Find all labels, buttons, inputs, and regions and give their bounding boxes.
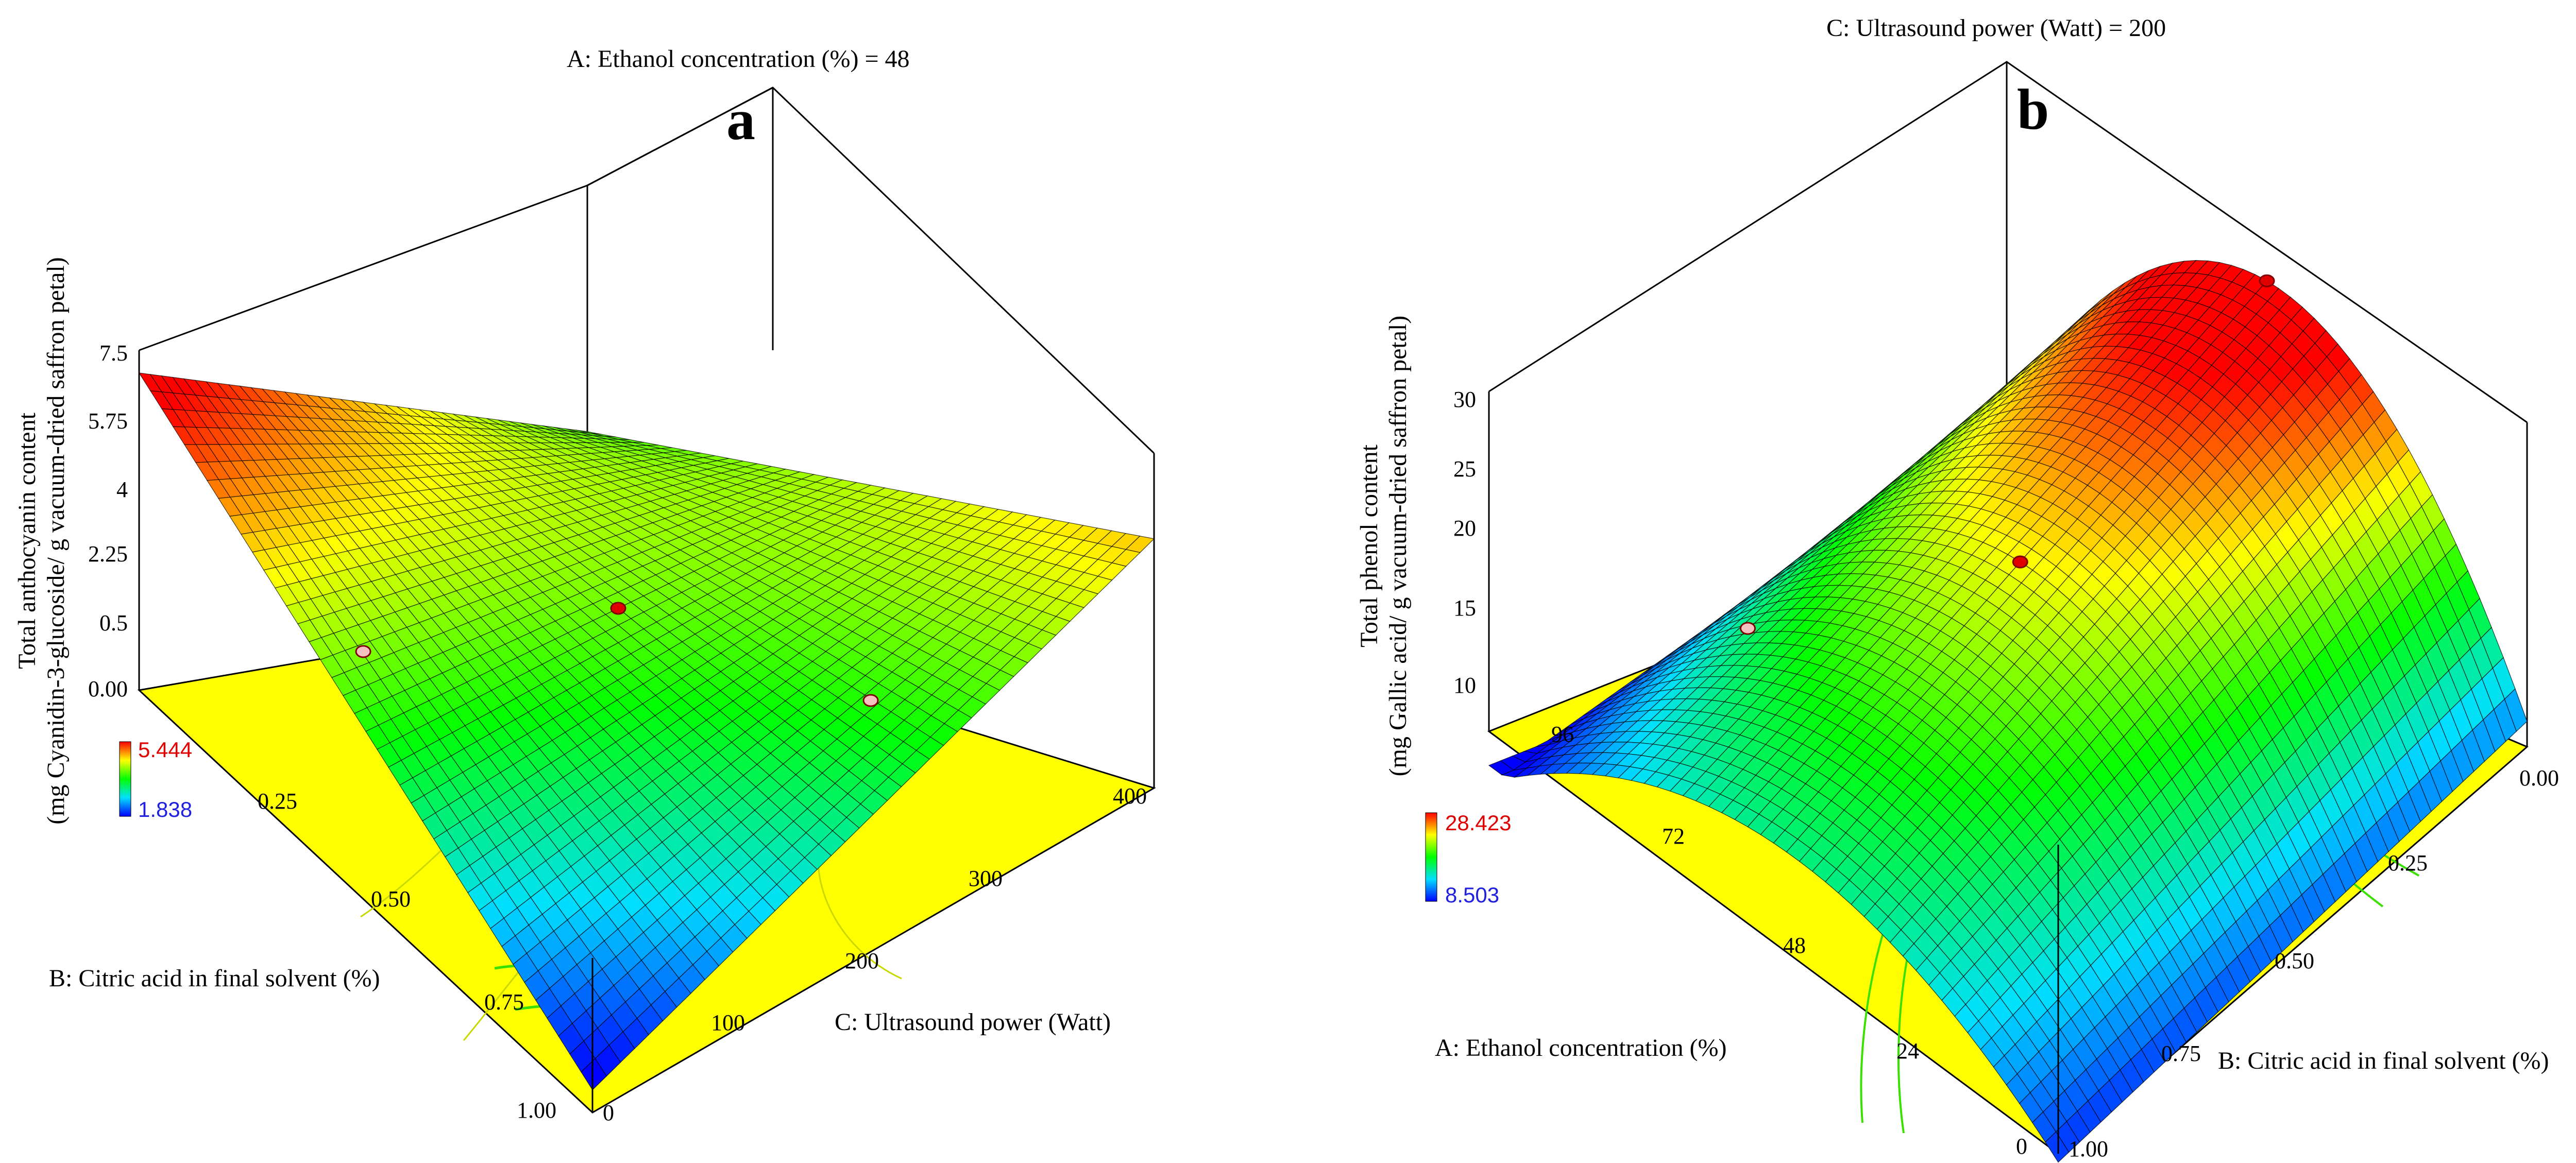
z-axis-b: 1.00 0.75 0.50 0.25 0.00 bbox=[2069, 765, 2559, 1161]
y-axis-title-a: (mg Cyanidin-3-glucoside/ g vacuum-dried… bbox=[42, 257, 70, 824]
y-tick-a: 0.00 bbox=[88, 676, 128, 702]
x-tick-b: 24 bbox=[1896, 1038, 1919, 1064]
response-surface-b bbox=[1488, 260, 2528, 1163]
y-tick-b: 20 bbox=[1453, 516, 1476, 541]
legend-colorbar-a bbox=[119, 741, 131, 817]
z-tick-b: 0.50 bbox=[2275, 948, 2314, 973]
y-tick-b: 10 bbox=[1453, 673, 1476, 698]
x-axis-title-b: A: Ethanol concentration (%) bbox=[1435, 1034, 1726, 1062]
y-axis-a: 0.00 0.5 2.25 4 5.75 7.5 bbox=[88, 340, 128, 702]
color-legend-b: 28.423 8.503 bbox=[1425, 811, 1511, 907]
z-tick-b: 0.00 bbox=[2519, 765, 2559, 791]
x-tick-b: 48 bbox=[1783, 933, 1806, 958]
y-tick-a: 0.5 bbox=[99, 610, 128, 636]
x-tick-b: 0 bbox=[2016, 1134, 2027, 1159]
x-tick-b: 72 bbox=[1662, 824, 1685, 849]
y-tick-a: 5.75 bbox=[88, 408, 128, 434]
z-tick-a: 100 bbox=[711, 1010, 745, 1035]
chart-panel-b: 10 15 20 25 30 0 24 48 72 96 1.00 0.75 0… bbox=[1311, 0, 2576, 1163]
z-axis-title-b: B: Citric acid in final solvent (%) bbox=[2218, 1047, 2549, 1074]
x-axis-title-a: B: Citric acid in final solvent (%) bbox=[49, 965, 380, 992]
surface-plot-b: 10 15 20 25 30 0 24 48 72 96 1.00 0.75 0… bbox=[1355, 14, 2559, 1163]
design-point bbox=[1740, 622, 1756, 635]
x-axis-a: 0.25 0.50 0.75 1.00 bbox=[258, 789, 556, 1123]
y-tick-a: 7.5 bbox=[99, 340, 128, 366]
y-tick-a: 4 bbox=[116, 477, 128, 502]
legend-max-a: 5.444 bbox=[138, 738, 192, 762]
surface-plot-a: 0.00 0.5 2.25 4 5.75 7.5 0.25 0.50 0.75 … bbox=[13, 45, 1156, 1125]
x-axis-b: 0 24 48 72 96 bbox=[1551, 722, 2027, 1159]
legend-min-b: 8.503 bbox=[1445, 883, 1499, 907]
z-axis-a: 0 100 200 300 400 bbox=[603, 783, 1147, 1125]
fixed-factor-label-a: A: Ethanol concentration (%) = 48 bbox=[567, 45, 910, 73]
surface-cell bbox=[2045, 1131, 2070, 1163]
y-axis-title-b: (mg Gallic acid/ g vacuum-dried saffron … bbox=[1384, 316, 1412, 777]
floor-contour-b bbox=[1860, 916, 1889, 1123]
panel-letter-a: a bbox=[726, 88, 755, 152]
chart-panel-a: 0.00 0.5 2.25 4 5.75 7.5 0.25 0.50 0.75 … bbox=[13, 45, 1156, 1125]
legend-min-a: 1.838 bbox=[138, 797, 192, 822]
response-surface-a bbox=[138, 372, 1155, 1090]
y-tick-b: 30 bbox=[1453, 387, 1476, 412]
box-top-a bbox=[587, 87, 773, 186]
surface-cell bbox=[581, 1058, 607, 1090]
legend-max-b: 28.423 bbox=[1445, 811, 1511, 835]
z-tick-a: 400 bbox=[1113, 783, 1147, 809]
fixed-factor-label-b: C: Ultrasound power (Watt) = 200 bbox=[1826, 14, 2166, 42]
design-points-b bbox=[1740, 274, 2275, 635]
design-point bbox=[2259, 274, 2275, 287]
y-axis-b: 10 15 20 25 30 bbox=[1453, 387, 1476, 698]
box-top-b bbox=[1488, 61, 2528, 423]
design-point bbox=[2012, 555, 2028, 569]
y-tick-a: 2.25 bbox=[88, 541, 128, 567]
z-tick-b: 0.25 bbox=[2388, 850, 2428, 876]
z-tick-b: 0.75 bbox=[2161, 1041, 2201, 1066]
y-axis-title-a: Total anthocyanin content bbox=[13, 412, 41, 669]
x-tick-a: 0.25 bbox=[258, 789, 297, 814]
design-point bbox=[862, 694, 879, 707]
x-tick-a: 0.50 bbox=[371, 886, 411, 912]
y-tick-b: 15 bbox=[1453, 595, 1476, 621]
z-tick-b: 1.00 bbox=[2069, 1136, 2108, 1161]
x-tick-a: 0.75 bbox=[484, 989, 524, 1015]
design-point bbox=[355, 645, 371, 658]
z-tick-a: 0 bbox=[603, 1100, 614, 1125]
panel-letter-b: b bbox=[2017, 78, 2049, 142]
z-tick-a: 300 bbox=[969, 866, 1003, 891]
z-tick-a: 200 bbox=[845, 948, 879, 973]
z-axis-title-a: C: Ultrasound power (Watt) bbox=[835, 1008, 1111, 1036]
design-points-a bbox=[355, 602, 879, 707]
x-tick-b: 96 bbox=[1551, 722, 1574, 747]
legend-colorbar-b bbox=[1425, 812, 1437, 902]
y-axis-title-b: Total phenol content bbox=[1355, 444, 1383, 647]
design-point bbox=[610, 602, 626, 615]
color-legend-a: 5.444 1.838 bbox=[119, 738, 192, 822]
x-tick-a: 1.00 bbox=[517, 1098, 556, 1123]
y-tick-b: 25 bbox=[1453, 456, 1476, 482]
